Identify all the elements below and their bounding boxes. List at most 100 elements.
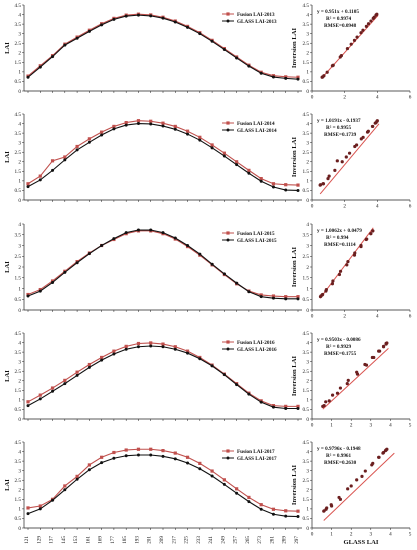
fusion-lai-point (161, 342, 165, 346)
fusion-lai-point (136, 341, 141, 346)
fusion-lai-point (112, 349, 116, 353)
y-tick-label: 4.5 (15, 331, 22, 337)
legend-marker (226, 449, 230, 453)
fit-line (322, 347, 389, 410)
fusion-lai-point (75, 144, 79, 149)
x-tick-label: 2 (343, 204, 346, 210)
glass-lai-point (173, 127, 177, 131)
legend-marker (226, 12, 230, 16)
legend-label: Fusion LAI-2015 (237, 231, 275, 237)
glass-lai-point (38, 178, 42, 182)
x-tick-label: 185 (122, 536, 128, 544)
fusion-lai-point (296, 295, 300, 299)
glass-lai-point (222, 482, 226, 486)
glass-lai-point (198, 252, 202, 256)
y-tick-label: 1.5 (15, 60, 22, 66)
fusion-lai-point (50, 386, 55, 390)
y-tick-label: 3.5 (15, 22, 22, 28)
fusion-lai-point (296, 509, 300, 513)
y-tick-label: 2.5 (303, 478, 310, 484)
y-axis-label: LAI (4, 151, 11, 163)
glass-lai-point (222, 48, 226, 52)
y-tick-label: 0 (18, 308, 21, 314)
scatter-panel-5: 0 0.5 1 1.5 2 2.5 3 3.5 4 4.5 0 1 2 3 4 5 Inversion LAI G… (291, 440, 412, 546)
fusion-lai-point (271, 294, 276, 298)
y-tick-label: 3.5 (15, 459, 22, 465)
x-tick-label: 4 (376, 204, 379, 210)
y-tick-label: 0.5 (15, 79, 22, 85)
fusion-lai-point (38, 287, 42, 292)
y-tick-label: 1.5 (15, 388, 22, 394)
fusion-lai-point (149, 119, 153, 123)
timeseries-panel-2016: 0 0.5 1 1.5 2 2.5 3 3.5 4 4.5 LAI Fusion LAI-2016GL… (4, 331, 302, 423)
x-tick-label: 201 (147, 536, 153, 544)
x-tick-label: 1 (330, 532, 333, 538)
scatter-point (361, 28, 365, 32)
glass-lai-point (296, 406, 300, 410)
scatter-point (385, 447, 389, 451)
glass-lai-point (271, 405, 275, 409)
scatter-point (347, 151, 352, 155)
scatter-point (325, 506, 329, 510)
scatter-point (333, 168, 337, 172)
glass-lai-point (136, 122, 140, 126)
scatter-point (340, 160, 344, 164)
x-tick-label: 0 (311, 204, 314, 210)
fusion-lai-point (124, 344, 128, 348)
fusion-lai-point (210, 143, 214, 147)
scatter-point (324, 287, 328, 292)
fusion-lai-point (63, 484, 67, 488)
glass-lai-point (247, 392, 251, 396)
glass-lai-point (210, 364, 214, 368)
y-tick-label: 4.5 (303, 3, 310, 9)
scatter-point (366, 22, 371, 26)
x-tick-label: 161 (85, 536, 91, 544)
glass-lai-point (210, 262, 214, 266)
fusion-lai-point (198, 461, 202, 466)
fusion-lai-point (296, 183, 300, 187)
y-axis-label: LAI (4, 479, 11, 491)
x-tick-label: 137 (49, 536, 55, 544)
legend-label: GLASS LAI-2016 (237, 347, 277, 353)
scatter-panel-2: 0 0.5 1 1.5 2 2.5 3 3.5 4 4.5 0 2 4 6 Inversion LAI y =… (291, 112, 412, 210)
y-tick-label: 1 (306, 286, 309, 292)
fusion-lai-point (38, 504, 42, 508)
fusion-lai-point (222, 478, 226, 482)
glass-lai-point (186, 244, 190, 247)
glass-lai-point (124, 454, 128, 458)
fusion-lai-point (259, 293, 263, 297)
y-tick-label: 3.5 (303, 131, 310, 137)
scatter-point (372, 355, 376, 360)
x-tick-label: 4 (389, 532, 392, 538)
y-tick-label: 0.5 (303, 516, 310, 522)
y-tick-label: 0.5 (303, 407, 310, 413)
x-tick-label: 257 (233, 536, 239, 544)
glass-lai-point (63, 43, 67, 47)
y-tick-label: 1.5 (15, 169, 22, 175)
scatter-panel-1: 0 0.5 1 1.5 2 2.5 3 3.5 4 4.5 0 2 4 6 Inversion LAI y =… (291, 3, 412, 101)
glass-lai-point (247, 64, 251, 68)
y-axis-label: Inversion LAI (291, 356, 298, 397)
y-tick-label: 3 (306, 31, 309, 37)
rmse: RMSE=0.1755 (324, 351, 357, 357)
glass-lai-point (186, 461, 190, 465)
fusion-lai-point (63, 378, 67, 382)
glass-lai-point (124, 347, 128, 351)
fusion-lai-point (112, 124, 116, 129)
glass-lai-point (161, 345, 165, 349)
y-tick-label: 0 (306, 526, 309, 532)
fusion-lai-point (296, 404, 300, 408)
glass-lai-point (75, 148, 79, 152)
scatter-point (369, 19, 373, 23)
scatter-point (327, 174, 331, 178)
y-tick-label: 4.5 (15, 440, 22, 446)
scatter-point (360, 474, 364, 478)
glass-lai-point (186, 25, 190, 29)
scatter-point (381, 344, 386, 348)
x-tick-label: 2 (350, 423, 353, 429)
glass-lai-point (259, 179, 263, 183)
glass-lai-point (75, 477, 79, 481)
glass-lai-point (136, 13, 140, 17)
scatter-point (331, 279, 335, 283)
y-axis-label: Inversion LAI (291, 465, 298, 506)
